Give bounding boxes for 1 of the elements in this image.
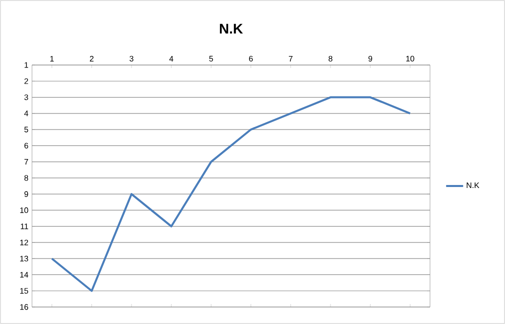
chart-title: N.K <box>220 24 243 34</box>
